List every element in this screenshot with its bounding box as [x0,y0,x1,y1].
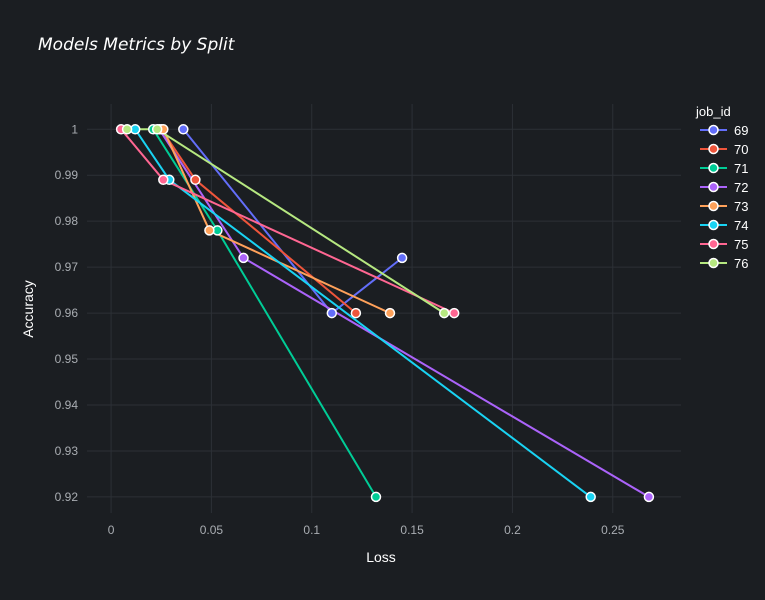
data-point-70[interactable] [350,307,362,319]
data-point-76[interactable] [151,124,163,135]
legend-item-71[interactable]: 71 [700,161,748,176]
x-axis-title: Loss [366,549,396,565]
legend-item-75[interactable]: 75 [700,237,748,252]
y-axis-ticks: 0.92 0.93 0.94 0.95 0.96 0.97 0.98 0.99 1 [55,122,79,504]
legend-swatch-marker [708,124,719,136]
y-tick-label: 0.99 [55,168,79,182]
data-point-76[interactable] [438,307,450,319]
y-axis-title: Accuracy [20,280,36,338]
y-tick-label: 0.93 [55,444,79,458]
data-point-69[interactable] [396,252,408,264]
y-tick-label: 0.94 [55,398,79,412]
legend-swatch-marker [708,181,719,193]
legend-swatch-marker [708,219,719,231]
y-tick-label: 0.97 [55,260,79,274]
data-point-74[interactable] [585,491,596,503]
legend-label: 76 [734,256,748,271]
legend-item-74[interactable]: 74 [700,218,748,233]
legend-label: 75 [734,237,748,252]
legend-item-76[interactable]: 76 [700,256,748,271]
series-markers [115,124,655,503]
legend-label: 73 [734,199,748,214]
legend-title: job_id [695,104,731,119]
legend-swatch-marker [708,143,719,155]
legend-label: 72 [734,180,748,195]
y-tick-label: 1 [71,122,78,136]
x-tick-label: 0.1 [303,523,320,537]
data-point-69[interactable] [178,124,189,135]
grid [87,104,681,513]
x-tick-label: 0.15 [400,523,424,537]
plot-area [115,124,655,503]
data-point-72[interactable] [643,491,655,503]
legend-swatch-marker [708,200,719,212]
y-tick-label: 0.92 [55,490,79,504]
x-tick-label: 0.2 [504,523,521,537]
data-point-75[interactable] [448,307,460,319]
y-tick-label: 0.96 [55,306,79,320]
x-tick-label: 0.25 [601,523,625,537]
legend-item-72[interactable]: 72 [700,180,748,195]
legend-label: 69 [734,123,748,138]
legend-swatch-marker [708,162,719,174]
y-tick-label: 0.98 [55,214,79,228]
data-point-69[interactable] [326,307,338,319]
legend-label: 70 [734,142,748,157]
data-point-73[interactable] [384,307,396,319]
x-tick-label: 0.05 [200,523,224,537]
legend-label: 74 [734,218,748,233]
legend-item-69[interactable]: 69 [700,123,748,138]
legend-label: 71 [734,161,748,176]
data-point-75[interactable] [158,174,169,186]
legend-swatch-marker [708,257,719,269]
data-point-72[interactable] [238,252,249,264]
data-point-70[interactable] [190,174,201,186]
legend: job_id 69 70 71 72 73 74 75 76 [695,104,748,271]
legend-swatch-marker [708,238,719,250]
chart-title: Models Metrics by Split [38,35,236,55]
legend-item-73[interactable]: 73 [700,199,748,214]
x-tick-label: 0 [108,523,115,537]
data-point-76[interactable] [121,124,133,135]
x-axis-ticks: 0 0.05 0.1 0.15 0.2 0.25 [108,523,625,537]
data-point-71[interactable] [370,491,382,503]
data-point-73[interactable] [204,225,215,236]
legend-item-70[interactable]: 70 [700,142,748,157]
y-tick-label: 0.95 [55,352,79,366]
